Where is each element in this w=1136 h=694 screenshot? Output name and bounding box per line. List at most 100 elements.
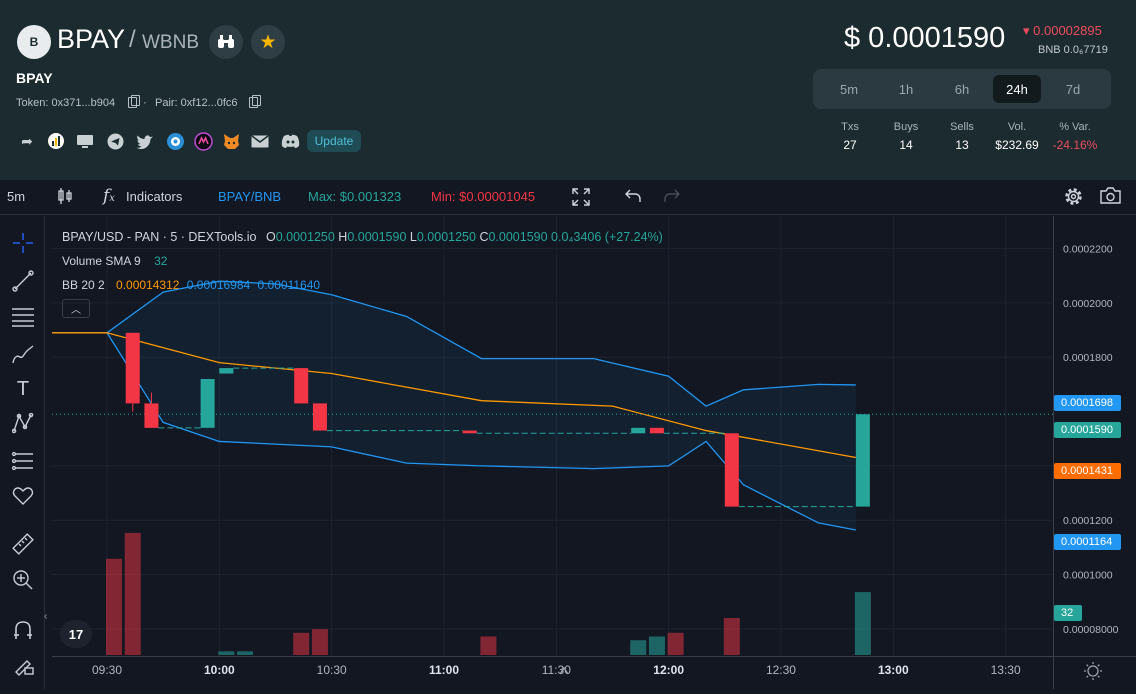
timeframe-24h[interactable]: 24h: [993, 75, 1041, 103]
candle-body: [462, 430, 477, 434]
price-tick-label: 0.00008000: [1063, 624, 1119, 636]
volume-value-label: 32: [1054, 605, 1082, 621]
coinmarketcap-icon[interactable]: [165, 131, 185, 151]
token-name: BPAY: [16, 70, 53, 86]
fullscreen-icon[interactable]: [572, 188, 590, 209]
pair-address: Pair: 0xf12...0fc6: [155, 97, 238, 109]
undo-icon[interactable]: [624, 188, 642, 207]
share-icon[interactable]: ➦: [21, 132, 33, 149]
price-tick-label: 0.0002200: [1063, 244, 1113, 256]
zoom-in-icon[interactable]: [11, 568, 35, 592]
price-tick-label: 0.0002000: [1063, 298, 1113, 310]
timeframe-5m[interactable]: 5m: [839, 81, 859, 97]
pair-separator: /: [129, 26, 136, 53]
heart-icon[interactable]: [11, 484, 35, 508]
volume-bar: [311, 629, 328, 655]
update-button[interactable]: Update: [307, 130, 361, 152]
copy-pair-icon[interactable]: [249, 95, 261, 108]
telegram-icon[interactable]: [105, 131, 125, 151]
bb-upper-line: [0, 280, 856, 407]
text-tool-icon[interactable]: T: [16, 377, 30, 400]
candle-body: [631, 427, 646, 434]
volume-bar: [293, 632, 310, 655]
indicators-button[interactable]: Indicators: [126, 189, 183, 204]
legend-bb-label: BB 20 2: [62, 278, 105, 292]
timeframe-selector: 5m 1h 6h 24h 7d: [813, 69, 1111, 109]
camera-icon[interactable]: [1099, 187, 1122, 208]
legend-close-value: 0.0001590: [488, 230, 548, 244]
current-price: $ 0.0001590: [844, 22, 1006, 54]
volume-bar: [630, 640, 647, 655]
pair-toggle-button[interactable]: BPAY/BNB: [218, 189, 282, 204]
time-tick-label: 09:30: [92, 663, 122, 677]
redo-icon[interactable]: [663, 188, 681, 207]
chevron-up-icon: ︿: [71, 305, 81, 316]
stat-txs-value: 27: [843, 138, 857, 152]
settings-gear-icon[interactable]: [1063, 186, 1084, 210]
interval-button[interactable]: 5m: [7, 189, 26, 204]
bb-lower-price-label: 0.0001164: [1054, 534, 1121, 550]
candle-body: [649, 427, 664, 434]
copy-token-icon[interactable]: [128, 95, 140, 108]
legend-close-key: C: [479, 230, 489, 244]
axis-settings-icon: [1084, 662, 1102, 680]
candle-type-icon[interactable]: [57, 187, 73, 208]
scroll-handle-icon: [559, 666, 569, 675]
stat-txs-label: Txs: [841, 121, 859, 133]
timeframe-1h[interactable]: 1h: [898, 81, 914, 97]
chart-site-icon[interactable]: [46, 131, 66, 151]
chart-legend-volume: Volume SMA 9 32: [62, 254, 167, 268]
time-tick-label: 13:30: [991, 663, 1021, 677]
collapse-toolbar-arrow[interactable]: ‹: [44, 611, 48, 622]
coingecko-icon[interactable]: [193, 131, 213, 151]
candle-body: [200, 378, 215, 428]
stat-sells-label: Sells: [950, 121, 974, 133]
legend-high-value: 0.0001590: [347, 230, 407, 244]
time-tick-label: 11:00: [429, 663, 459, 677]
candle-body: [312, 403, 327, 431]
chart-legend-bb: BB 20 2 0.00014312 0.00016984 0.00011640: [62, 278, 320, 292]
price-tick-label: 0.0001800: [1063, 352, 1113, 364]
indicators-icon[interactable]: fx: [103, 186, 115, 206]
bb-band-fill: [0, 281, 856, 530]
timeframe-6h[interactable]: 6h: [954, 81, 970, 97]
metamask-icon[interactable]: [221, 131, 241, 151]
forecast-icon[interactable]: [11, 449, 35, 473]
candle-body: [144, 403, 159, 428]
volume-bar: [480, 636, 497, 655]
chart-toolbar: 5m fx Indicators BPAY/BNB Max: $0.001323…: [0, 180, 1136, 215]
price-chart[interactable]: 0.00022000.00020000.00018000.00014000.00…: [0, 216, 1136, 689]
crosshair-icon[interactable]: [11, 231, 35, 255]
lock-drawing-icon[interactable]: [11, 653, 35, 677]
legend-low-key: L: [409, 230, 417, 244]
token-header: B BPAY / WBNB ★ BPAY Token: 0x371...b904…: [0, 0, 1136, 180]
timeframe-7d[interactable]: 7d: [1065, 81, 1081, 97]
brush-icon[interactable]: [11, 342, 35, 366]
tradingview-logo[interactable]: 17: [60, 620, 92, 648]
volume-bar: [124, 532, 141, 655]
ruler-icon[interactable]: [11, 532, 35, 556]
stat-var-label: % Var.: [1059, 121, 1091, 133]
magnet-icon[interactable]: [11, 618, 35, 642]
volume-bar: [237, 651, 254, 655]
time-tick-label: 11:30: [542, 663, 571, 677]
favorite-button[interactable]: ★: [251, 25, 285, 59]
axis-settings-ray: [1097, 664, 1100, 667]
twitter-icon[interactable]: [135, 131, 155, 151]
volume-bar: [854, 592, 871, 655]
discord-icon[interactable]: [280, 131, 300, 151]
stat-buys-label: Buys: [893, 121, 919, 133]
horizontal-lines-icon[interactable]: [11, 305, 35, 329]
stat-vol-label: Vol.: [1007, 121, 1027, 133]
volume-bar: [106, 558, 122, 655]
binoculars-icon: [218, 35, 234, 48]
volume-bar: [648, 636, 665, 655]
collapse-legend-button[interactable]: ︿: [62, 299, 90, 318]
website-icon[interactable]: [75, 131, 95, 151]
email-icon[interactable]: [250, 131, 270, 151]
trend-line-icon[interactable]: [11, 269, 35, 293]
token-logo: B: [17, 25, 51, 59]
pattern-icon[interactable]: [11, 412, 35, 436]
bnb-price: BNB 0.0₆7719: [1038, 44, 1108, 56]
binoculars-button[interactable]: [209, 25, 243, 59]
